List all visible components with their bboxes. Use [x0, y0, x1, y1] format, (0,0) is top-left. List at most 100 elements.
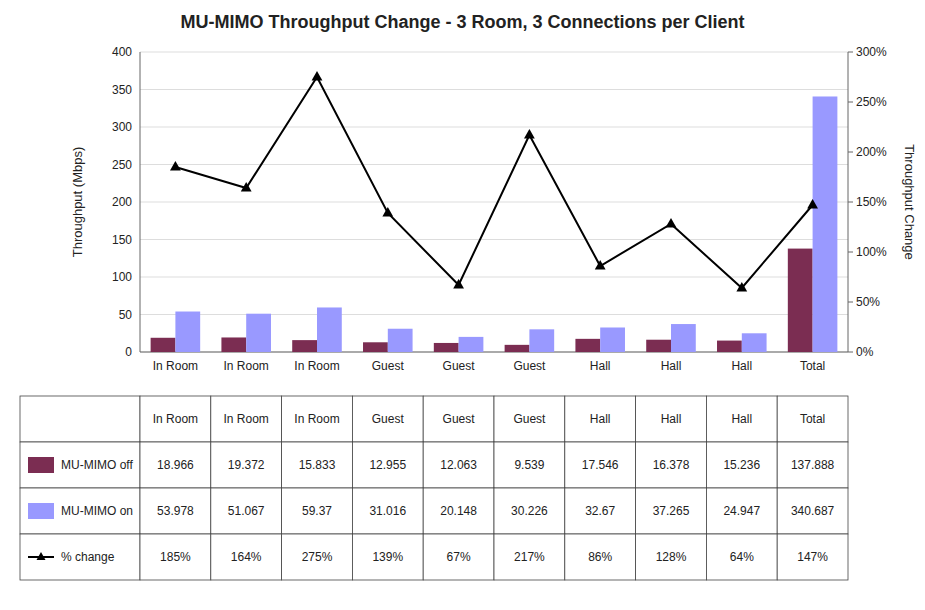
bar — [292, 340, 317, 352]
table-cell — [706, 442, 777, 488]
data-label: 51.067 — [228, 504, 265, 518]
legend-swatch — [28, 457, 54, 473]
legend-entry: MU-MIMO off — [61, 458, 133, 472]
bar — [151, 338, 176, 352]
data-table: In RoomIn RoomIn RoomGuestGuestGuestHall… — [20, 396, 848, 580]
bar — [717, 341, 742, 352]
y2-tick-label: 200% — [856, 145, 887, 159]
table-cell — [494, 488, 565, 534]
table-cell — [636, 396, 707, 442]
line-marker — [382, 207, 393, 217]
bar — [505, 345, 530, 352]
y-tick-label: 200 — [112, 195, 132, 209]
x-tick-label: Guest — [513, 359, 546, 373]
y2-tick-label: 100% — [856, 245, 887, 259]
data-label: 16.378 — [653, 458, 690, 472]
line-marker — [453, 279, 464, 289]
table-cell — [282, 396, 353, 442]
y-tick-label: 150 — [112, 233, 132, 247]
data-label: 15.236 — [723, 458, 760, 472]
table-header: Hall — [590, 412, 611, 426]
data-label: 64% — [730, 550, 754, 564]
table-cell — [20, 442, 140, 488]
y2-tick-label: 0% — [856, 345, 874, 359]
table-cell — [352, 396, 423, 442]
data-label: 24.947 — [723, 504, 760, 518]
data-label: 12.955 — [369, 458, 406, 472]
table-cell — [706, 396, 777, 442]
legend-swatch — [37, 552, 46, 560]
y2-tick — [848, 52, 853, 53]
table-cell — [282, 534, 353, 580]
y-tick-label: 50 — [119, 308, 133, 322]
table-cell — [140, 442, 211, 488]
table-cell — [706, 488, 777, 534]
table-cell — [352, 442, 423, 488]
bar — [646, 340, 671, 352]
table-cell — [20, 396, 140, 442]
table-cell — [777, 488, 848, 534]
chart: MU-MIMO Throughput Change - 3 Room, 3 Co… — [0, 0, 925, 610]
data-label: 147% — [797, 550, 828, 564]
table-header: Hall — [661, 412, 682, 426]
line-marker — [736, 282, 747, 292]
y2-tick — [848, 302, 853, 303]
grid — [140, 52, 848, 352]
x-tick-label: Guest — [372, 359, 405, 373]
data-label: 17.546 — [582, 458, 619, 472]
y2-tick-label: 50% — [856, 295, 880, 309]
line-marker — [807, 199, 818, 209]
y2-axis-label: Throughput Change — [902, 144, 917, 260]
bar — [434, 343, 459, 352]
line — [175, 77, 812, 288]
table-header: Guest — [513, 412, 546, 426]
data-label: 340.687 — [791, 504, 835, 518]
table-cell — [211, 534, 282, 580]
y2-tick — [848, 102, 853, 103]
table-header: Guest — [372, 412, 405, 426]
table-cell — [352, 488, 423, 534]
table-cell — [565, 534, 636, 580]
grid-line — [140, 277, 848, 278]
table-cell — [494, 396, 565, 442]
y2-tick — [848, 202, 853, 203]
table-cell — [565, 442, 636, 488]
table-cell — [423, 534, 494, 580]
table-cell — [352, 534, 423, 580]
table-cell — [20, 488, 140, 534]
y-tick-label: 0 — [125, 345, 132, 359]
y2-axis — [848, 52, 849, 352]
x-tick-label: Hall — [731, 359, 752, 373]
data-label: 185% — [160, 550, 191, 564]
x-tick-label: Hall — [661, 359, 682, 373]
data-label: 30.226 — [511, 504, 548, 518]
data-label: 9.539 — [514, 458, 544, 472]
bar — [575, 339, 600, 352]
line-marker — [170, 161, 181, 171]
y2-tick — [848, 152, 853, 153]
y-tick-label: 100 — [112, 270, 132, 284]
marks — [151, 71, 838, 352]
legend-swatch — [28, 503, 54, 519]
y2-tick — [848, 252, 853, 253]
table-cell — [211, 396, 282, 442]
data-label: 217% — [514, 550, 545, 564]
legend-entry: MU-MIMO on — [61, 504, 133, 518]
data-label: 139% — [372, 550, 403, 564]
table-cell — [706, 534, 777, 580]
data-label: 18.966 — [157, 458, 194, 472]
data-label: 164% — [231, 550, 262, 564]
table-cell — [494, 534, 565, 580]
table-cell — [140, 488, 211, 534]
x-tick-label: Total — [800, 359, 825, 373]
table-cell — [211, 442, 282, 488]
data-label: 15.833 — [299, 458, 336, 472]
table-cell — [423, 396, 494, 442]
grid-line — [140, 239, 848, 240]
table-cell — [423, 442, 494, 488]
bar — [246, 314, 271, 352]
table-cell — [777, 442, 848, 488]
line-marker — [595, 260, 606, 270]
data-label: 20.148 — [440, 504, 477, 518]
y2-tick-label: 300% — [856, 45, 887, 59]
